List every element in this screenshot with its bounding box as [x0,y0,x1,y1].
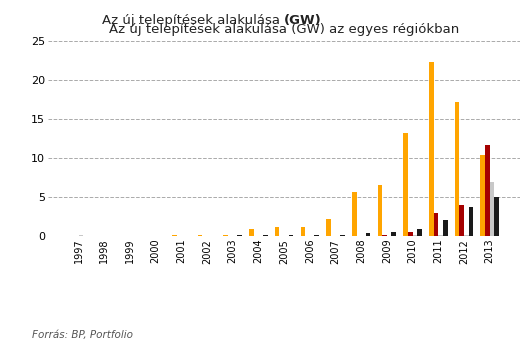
Bar [490,182,494,236]
Bar [224,235,228,236]
Bar [434,213,438,236]
Bar [79,235,83,236]
Text: Az új telepítések alakulása: Az új telepítések alakulása [102,14,284,27]
Bar [408,232,413,236]
Bar [378,185,382,236]
Bar [275,227,279,236]
Title: Az új telepítések alakulása (GW) az egyes régiókban: Az új telepítések alakulása (GW) az egye… [109,23,459,36]
Bar [340,235,345,236]
Bar [494,197,499,236]
Bar [429,62,434,236]
Bar [352,192,356,236]
Bar [443,220,448,236]
Bar [301,227,305,236]
Bar [459,205,464,236]
Bar [314,235,319,236]
Bar [455,102,459,236]
Bar [263,235,268,236]
Bar [468,207,473,236]
Bar [366,233,371,236]
Bar [172,235,177,236]
Text: Forrás: BP, Portfolio: Forrás: BP, Portfolio [32,330,133,340]
Bar [413,235,417,236]
Bar [404,133,408,236]
Bar [417,229,422,236]
Bar [391,233,396,236]
Bar [382,235,387,236]
Bar [481,155,485,236]
Bar [485,145,490,236]
Bar [237,235,242,236]
Bar [289,235,293,236]
Bar [464,235,468,236]
Bar [198,235,202,236]
Bar [326,219,331,236]
Bar [249,229,254,236]
Bar [438,235,443,236]
Text: (GW): (GW) [284,14,322,27]
